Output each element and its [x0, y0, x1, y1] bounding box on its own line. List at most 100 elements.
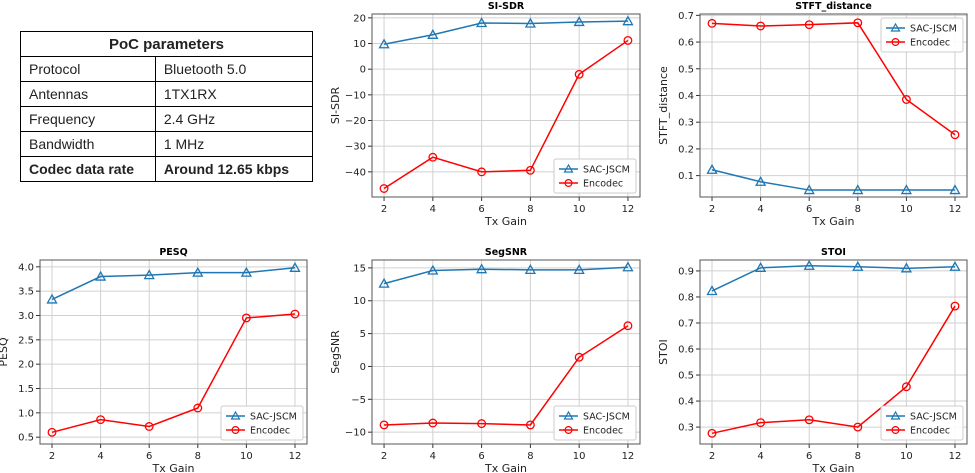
- data-point-circle: [428, 418, 438, 428]
- legend-triangle-icon: [563, 163, 574, 173]
- y-tick-label: 1.0: [18, 408, 34, 419]
- x-tick-label: 6: [806, 204, 812, 215]
- x-tick-label: 12: [289, 451, 302, 462]
- data-point-triangle: [46, 293, 58, 304]
- y-tick-label: 0.3: [678, 423, 694, 434]
- data-point-triangle: [573, 16, 585, 27]
- data-point-circle: [950, 301, 960, 311]
- data-point-triangle: [900, 184, 913, 195]
- data-point-triangle: [289, 261, 301, 272]
- data-point-triangle: [803, 184, 815, 195]
- data-point-circle: [574, 69, 584, 79]
- y-tick-label: 0.7: [678, 318, 694, 329]
- data-point-triangle: [524, 264, 536, 275]
- data-point-triangle: [378, 277, 390, 288]
- legend-triangle-icon: [563, 410, 574, 420]
- data-point-circle: [853, 422, 863, 432]
- y-axis-label: STOI: [657, 339, 670, 365]
- data-point-circle: [379, 420, 389, 430]
- series-line-encodec: [384, 325, 629, 426]
- chart-title: PESQ: [159, 247, 187, 258]
- chart-title: SI-SDR: [488, 1, 525, 12]
- x-tick-label: 6: [478, 204, 484, 215]
- y-tick-label: 3.0: [18, 311, 34, 322]
- param-value: 2.4 GHz: [154, 106, 314, 132]
- series-line-sac-jscm: [51, 267, 296, 301]
- legend-label: SAC-JSCM: [583, 165, 630, 176]
- data-point-circle: [950, 130, 960, 140]
- y-tick-label: −10: [345, 428, 366, 439]
- y-tick-label: 0.5: [18, 433, 34, 444]
- series-line-encodec: [51, 313, 296, 434]
- data-point-circle: [901, 95, 911, 104]
- x-tick-label: 4: [430, 204, 436, 215]
- y-tick-label: 0.3: [678, 118, 694, 129]
- plot-frame: [371, 259, 641, 445]
- y-tick-label: 2.0: [18, 360, 34, 371]
- data-point-triangle: [622, 261, 634, 272]
- y-tick-label: 0.5: [678, 371, 694, 382]
- param-label: Antennas: [20, 81, 156, 107]
- data-point-circle: [901, 382, 911, 392]
- poc-parameters-table: PoC parameters Protocol Bluetooth 5.0 Ant…: [20, 31, 314, 182]
- chart-segsnr: 2 4 6 8 10 12 −10 −5 0 5 10 15 SegSNR Tx Gain SegSNR SA…: [329, 247, 641, 473]
- param-label: Bandwidth: [20, 131, 156, 157]
- data-point-circle: [853, 18, 863, 28]
- x-tick-label: 12: [622, 204, 635, 215]
- legend-label: Encodec: [250, 426, 290, 437]
- legend: SAC-JSCM Encodec: [553, 405, 637, 441]
- x-tick-label: 8: [855, 451, 861, 462]
- legend-box: [553, 158, 637, 194]
- data-point-triangle: [803, 259, 815, 270]
- legend-triangle-icon: [890, 410, 901, 420]
- data-point-triangle: [573, 264, 585, 275]
- x-tick-label: 12: [949, 451, 962, 462]
- x-tick-label: 2: [709, 451, 715, 462]
- param-value: Around 12.65 kbps: [154, 156, 314, 182]
- legend-circle-icon: [564, 426, 573, 435]
- data-point-circle: [623, 35, 633, 45]
- x-tick-label: 12: [622, 451, 635, 462]
- x-tick-label: 6: [478, 451, 484, 462]
- data-point-circle: [574, 352, 584, 362]
- series-line-sac-jscm: [711, 264, 956, 292]
- chart-title: STFT_distance: [795, 1, 872, 12]
- series-line-encodec: [711, 22, 956, 136]
- table-row: Codec data rate Around 12.65 kbps: [20, 156, 314, 182]
- x-tick-label: 4: [430, 451, 436, 462]
- x-tick-label: 8: [527, 204, 533, 215]
- x-tick-label: 12: [949, 204, 962, 215]
- data-point-circle: [428, 152, 438, 162]
- series-line-sac-jscm: [383, 20, 628, 46]
- series-line-encodec: [711, 305, 956, 435]
- legend-label: SAC-JSCM: [250, 412, 297, 423]
- x-axis-label: Tx Gain: [151, 462, 194, 473]
- legend-box: [880, 17, 964, 53]
- y-axis-label: STFT_distance: [657, 66, 670, 145]
- data-point-circle: [804, 415, 814, 425]
- legend-circle-icon: [564, 179, 573, 188]
- data-point-circle: [96, 415, 106, 425]
- y-tick-label: 2.5: [18, 335, 34, 346]
- legend-box: [880, 405, 964, 441]
- x-tick-label: 2: [381, 451, 387, 462]
- y-tick-label: 0.9: [678, 266, 694, 277]
- legend-label: Encodec: [583, 426, 623, 437]
- series-line-sac-jscm: [383, 266, 628, 285]
- chart-title: SegSNR: [485, 247, 528, 258]
- data-point-triangle: [476, 263, 488, 274]
- chart-stft-distance: 2 4 6 8 10 12 0.1 0.2 0.3 0.4 0.5 0.6 0.7 STFT_distan…: [657, 1, 968, 228]
- plot-frame: [699, 13, 968, 198]
- x-tick-label: 10: [573, 451, 586, 462]
- y-tick-label: 0: [360, 362, 366, 373]
- y-tick-label: 20: [353, 13, 366, 24]
- data-point-triangle: [754, 175, 767, 186]
- param-label: Protocol: [20, 56, 156, 82]
- data-point-triangle: [143, 269, 155, 280]
- data-point-triangle: [476, 17, 488, 28]
- y-tick-label: −40: [345, 167, 366, 178]
- x-tick-label: 2: [381, 204, 387, 215]
- x-tick-label: 10: [900, 451, 913, 462]
- legend-label: SAC-JSCM: [583, 412, 630, 423]
